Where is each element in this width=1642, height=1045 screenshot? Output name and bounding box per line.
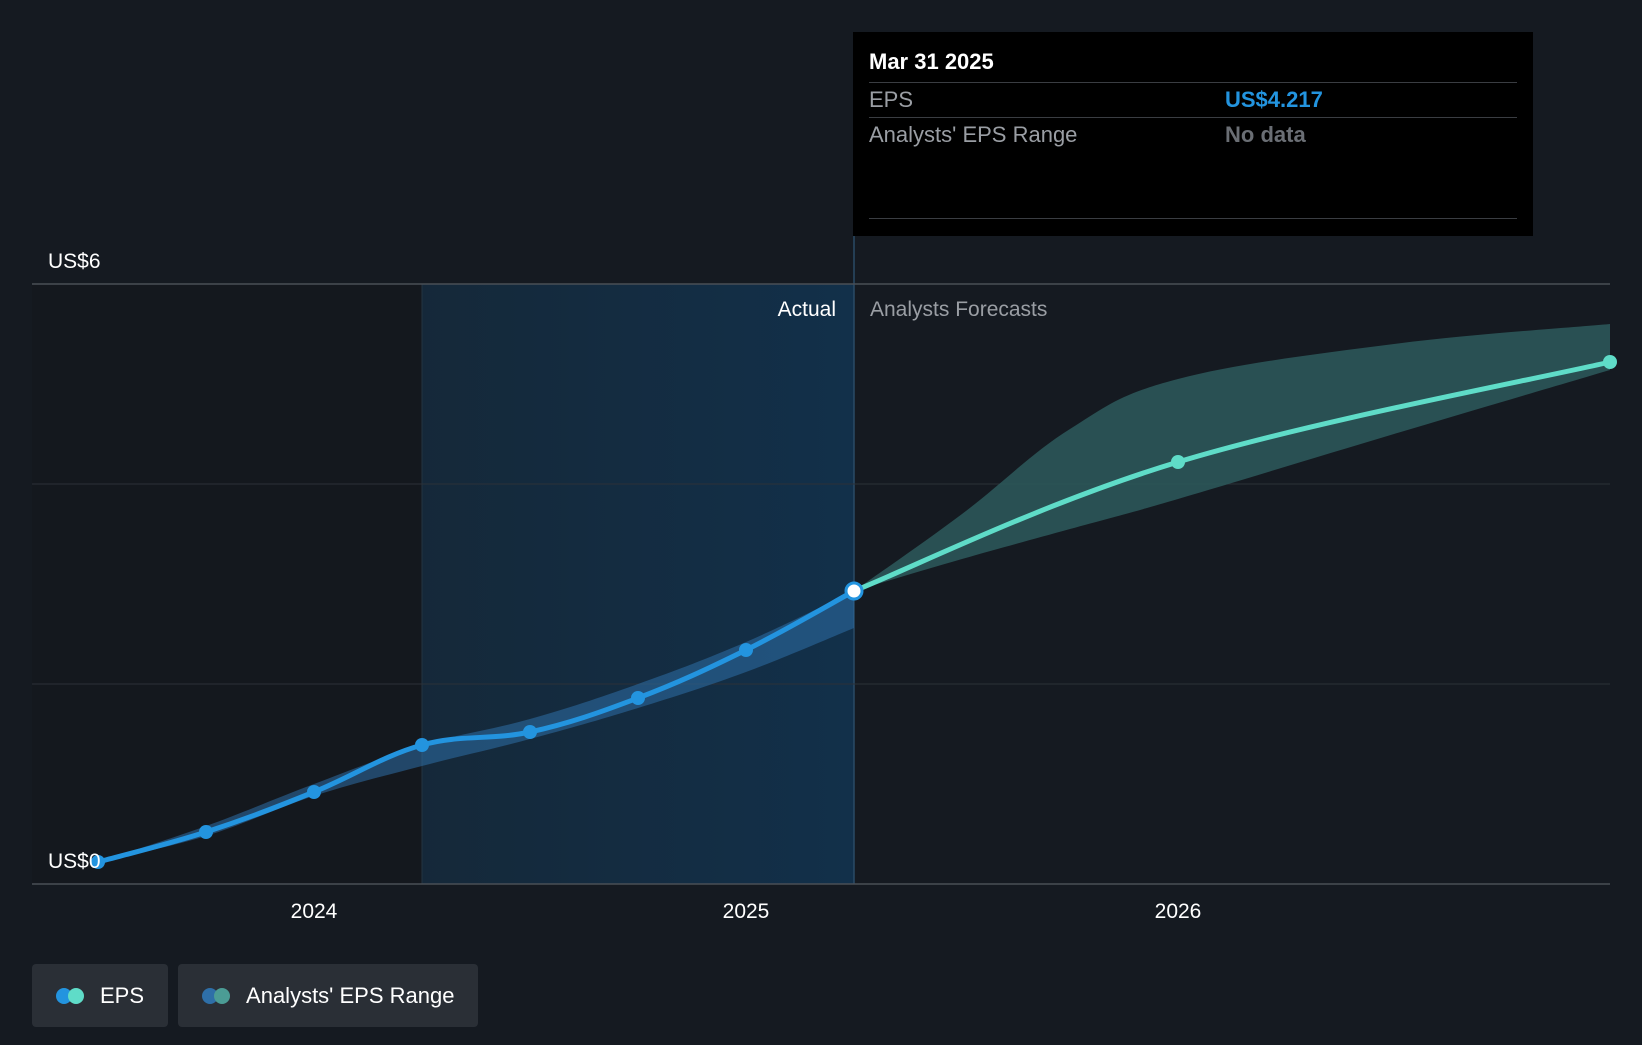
legend-range-label: Analysts' EPS Range <box>246 982 455 1008</box>
actual-region-highlight <box>422 284 854 884</box>
tooltip-range-row: Analysts' EPS Range No data <box>869 118 1517 152</box>
eps-actual-point <box>631 691 645 705</box>
past-region <box>32 284 422 884</box>
eps-hover-point <box>844 581 864 601</box>
y-axis-top-label: US$6 <box>48 250 101 273</box>
eps-forecast-point <box>1171 455 1185 469</box>
tooltip-divider <box>869 218 1517 219</box>
eps-actual-point <box>199 825 213 839</box>
x-axis-tick-label: 2026 <box>1155 900 1202 923</box>
forecast-eps-range-band <box>854 324 1610 591</box>
eps-forecast-dot-icon <box>68 987 84 1004</box>
eps-forecast-point <box>1603 355 1617 369</box>
legend-eps-button[interactable]: EPS <box>32 964 169 1027</box>
range-legend-icon <box>202 987 232 1004</box>
legend-range-button[interactable]: Analysts' EPS Range <box>178 964 479 1027</box>
legend: EPS Analysts' EPS Range <box>32 964 479 1027</box>
eps-actual-point <box>307 785 321 799</box>
tooltip-date: Mar 31 2025 <box>869 32 1517 83</box>
tooltip-range-label: Analysts' EPS Range <box>869 122 1078 147</box>
tooltip-range-value: No data <box>1225 122 1306 147</box>
tooltip-eps-value: US$4.217 <box>1225 87 1323 112</box>
x-axis-tick-label: 2025 <box>723 900 770 923</box>
analysts-forecasts-label: Analysts Forecasts <box>870 298 1047 321</box>
legend-eps-label: EPS <box>100 982 145 1008</box>
range-forecast-dot-icon <box>214 987 231 1004</box>
actual-label: Actual <box>778 298 836 321</box>
eps-forecast-line <box>851 359 1613 594</box>
tooltip-eps-row: EPS US$4.217 <box>869 83 1517 118</box>
x-axis-tick-label: 2024 <box>291 900 338 923</box>
eps-actual-point <box>91 855 105 869</box>
eps-actual-point <box>523 725 537 739</box>
eps-legend-icon <box>56 987 86 1004</box>
tooltip: Mar 31 2025 EPS US$4.217 Analysts' EPS R… <box>853 32 1533 236</box>
tooltip-eps-label: EPS <box>869 87 914 112</box>
eps-actual-point <box>739 643 753 657</box>
eps-actual-point <box>415 738 429 752</box>
y-axis-bottom-label: US$0 <box>48 850 101 873</box>
